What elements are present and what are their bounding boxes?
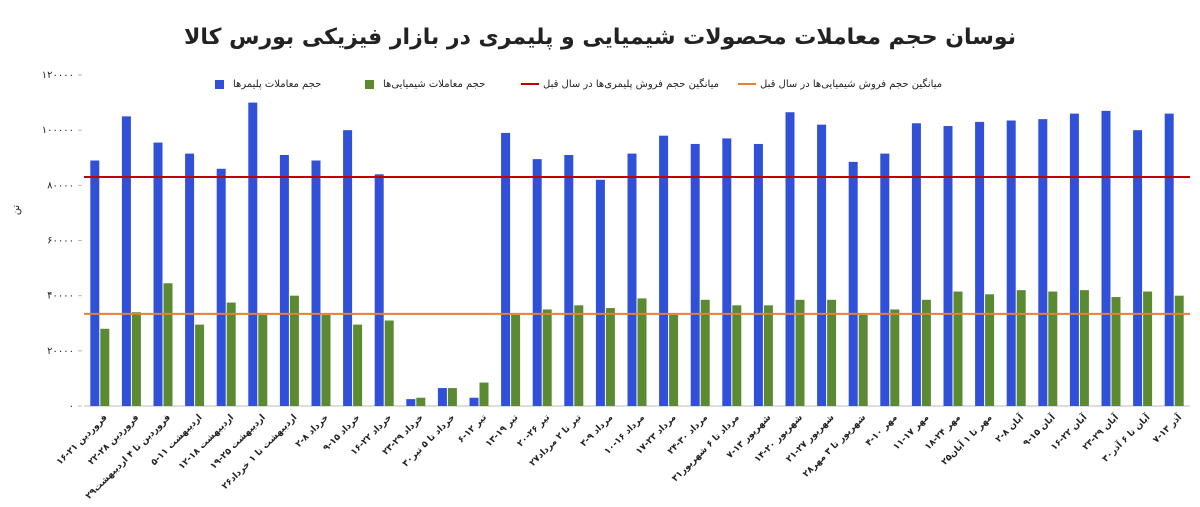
y-tick-label: ۶۰۰۰۰ xyxy=(47,236,74,247)
bar xyxy=(1174,295,1184,406)
bar xyxy=(605,308,615,406)
bar xyxy=(153,142,163,406)
bar xyxy=(785,112,795,407)
bar xyxy=(921,299,931,406)
bar xyxy=(858,314,868,406)
bar xyxy=(975,121,985,407)
x-tick-label: ۱۲-۱۸ اردیبهشت xyxy=(177,413,236,472)
bar xyxy=(90,160,100,406)
x-tick-label: ۱۹-۲۵ اردیبهشت xyxy=(209,413,268,472)
bar xyxy=(311,160,321,406)
bar xyxy=(248,102,258,406)
bar xyxy=(574,305,584,406)
bar xyxy=(100,328,110,406)
bar xyxy=(763,305,773,406)
y-tick-label: ۱۰۰۰۰۰ xyxy=(42,125,74,136)
bar xyxy=(669,314,679,406)
y-tick-label: ۴۰۰۰۰ xyxy=(47,291,74,302)
x-tick-label: ۲۵مهر تا ۱ آبان xyxy=(938,411,994,467)
bar xyxy=(121,116,131,406)
bar xyxy=(1038,119,1048,406)
bar xyxy=(627,153,637,406)
legend-label: حجم معاملات پلیمرها xyxy=(233,79,321,90)
bar xyxy=(637,298,647,406)
bar xyxy=(595,179,605,406)
bar xyxy=(1111,297,1121,406)
bar xyxy=(1016,290,1026,406)
legend-label: میانگین حجم فروش پلیمری‌ها در سال قبل xyxy=(543,78,719,90)
bar xyxy=(827,299,837,406)
bar xyxy=(753,143,763,407)
bar xyxy=(1133,130,1143,406)
bar xyxy=(374,174,384,406)
bar xyxy=(437,388,447,406)
bar xyxy=(469,397,479,406)
bar xyxy=(447,388,457,406)
bar xyxy=(195,324,205,406)
y-tick-label: ۲۰۰۰۰ xyxy=(47,346,74,357)
bar xyxy=(911,123,921,406)
bar xyxy=(1143,291,1153,406)
bar xyxy=(279,154,289,406)
x-tick-label: ۷-۱۳ آذر xyxy=(1150,411,1185,446)
bar xyxy=(226,302,236,406)
bar xyxy=(321,314,331,406)
x-tick-label: ۲۸شهریور تا ۳ مهر xyxy=(801,413,868,480)
legend-swatch xyxy=(365,80,374,89)
x-tick-label: ۱۳-۱۹ تیر xyxy=(484,413,520,449)
bar xyxy=(732,305,742,406)
bar xyxy=(953,291,963,406)
legend-label: میانگین حجم فروش شیمیایی‌ها در سال قبل xyxy=(760,78,942,90)
bar xyxy=(943,126,953,406)
bar xyxy=(880,153,890,406)
bar xyxy=(416,397,426,406)
y-tick-label: ۰ xyxy=(69,401,74,412)
x-tick-label: ۶-۱۲ تیر xyxy=(456,413,489,446)
bar xyxy=(848,161,858,406)
bar xyxy=(1069,113,1079,406)
y-tick-label: ۸۰۰۰۰ xyxy=(47,180,74,191)
bar xyxy=(1101,110,1111,406)
bar xyxy=(659,135,669,406)
bar xyxy=(479,382,489,406)
bar xyxy=(690,143,700,407)
bar xyxy=(1006,120,1016,406)
bar xyxy=(353,324,363,406)
bar xyxy=(700,299,710,406)
bar xyxy=(163,283,173,406)
bar xyxy=(1079,290,1089,406)
bar xyxy=(501,132,511,407)
bar xyxy=(542,309,552,406)
y-tick-label: ۱۲۰۰۰۰ xyxy=(42,70,74,81)
bar xyxy=(1164,113,1174,406)
bar xyxy=(258,314,268,406)
bar xyxy=(1048,291,1058,406)
bar xyxy=(216,168,226,406)
bar xyxy=(985,294,995,406)
x-tick-label: ۲-۸ آبان xyxy=(993,411,1027,445)
bar xyxy=(817,124,827,407)
bar xyxy=(343,130,353,406)
bar xyxy=(890,309,900,406)
bar xyxy=(406,399,416,406)
chart-title: نوسان حجم معاملات محصولات شیمیایی و پلیم… xyxy=(184,25,1016,50)
legend-swatch xyxy=(215,80,224,89)
bar xyxy=(511,314,521,406)
bar xyxy=(384,320,394,406)
legend-label: حجم معاملات شیمیایی‌ها xyxy=(383,79,485,90)
bar xyxy=(131,312,141,406)
bar xyxy=(795,299,805,406)
y-axis-label: تن xyxy=(11,205,22,216)
bar xyxy=(722,138,732,407)
bar xyxy=(289,295,299,406)
bar xyxy=(532,159,542,406)
bar xyxy=(564,154,574,406)
bar xyxy=(185,153,195,406)
